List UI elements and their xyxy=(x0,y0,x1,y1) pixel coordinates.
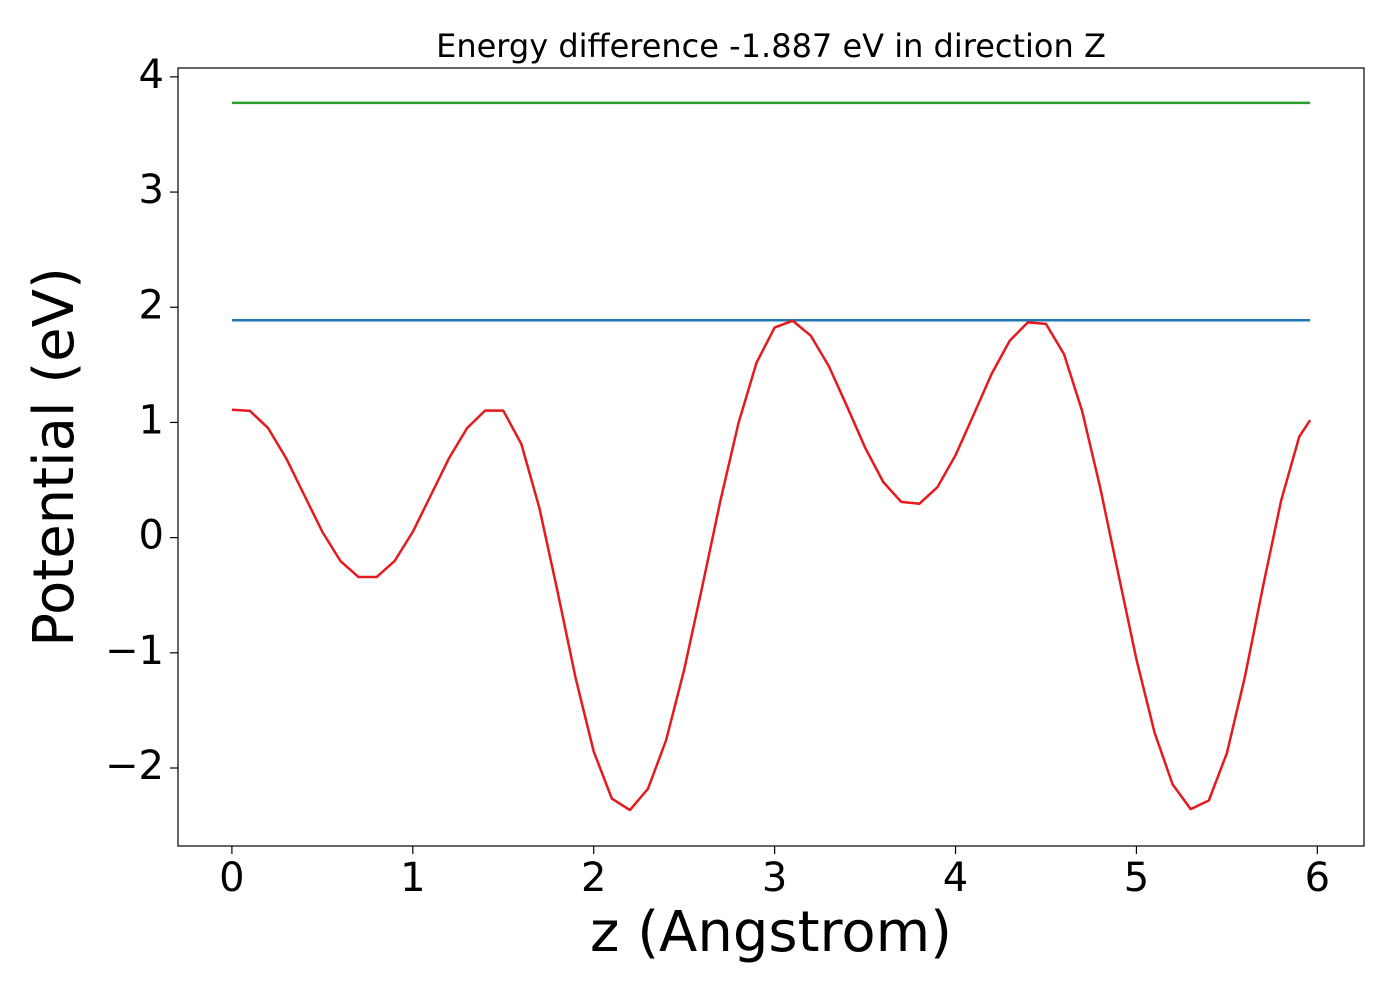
x-tick-label: 2 xyxy=(581,855,606,901)
plot-frame xyxy=(177,67,1365,847)
x-tick-label: 3 xyxy=(762,855,787,901)
x-axis-label: z (Angstrom) xyxy=(590,900,952,965)
chart-title: Energy difference -1.887 eV in direction… xyxy=(436,27,1106,65)
y-tick-label: −1 xyxy=(105,628,164,674)
x-tick-label: 0 xyxy=(219,855,244,901)
y-axis-label: Potential (eV) xyxy=(22,267,87,647)
y-tick-label: 2 xyxy=(139,282,164,328)
data-line xyxy=(231,319,1312,812)
y-tick-label: 1 xyxy=(139,397,164,443)
y-tick-label: −2 xyxy=(105,743,164,789)
y-tick-label: 0 xyxy=(139,513,164,559)
y-tick-label: 3 xyxy=(139,167,164,213)
x-tick-label: 1 xyxy=(400,855,425,901)
y-tick-label: 4 xyxy=(139,52,164,98)
x-tick-label: 5 xyxy=(1124,855,1149,901)
x-tick-label: 4 xyxy=(943,855,968,901)
x-tick-label: 6 xyxy=(1305,855,1330,901)
